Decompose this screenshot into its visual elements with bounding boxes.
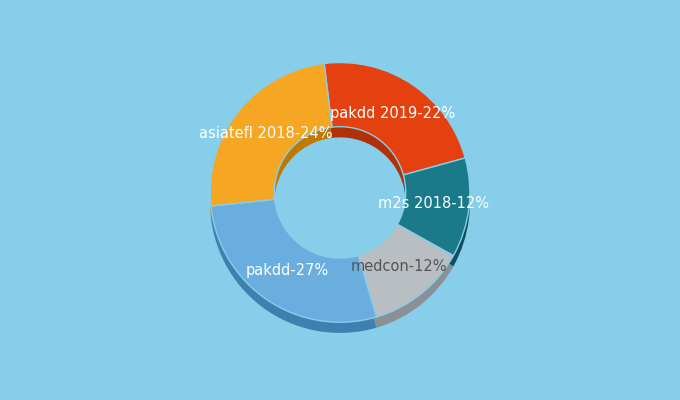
Text: medcon-12%: medcon-12%	[351, 259, 447, 274]
Wedge shape	[358, 224, 454, 317]
Wedge shape	[397, 169, 470, 266]
Wedge shape	[358, 235, 454, 328]
Wedge shape	[211, 210, 377, 333]
Wedge shape	[210, 64, 332, 206]
Text: pakdd-27%: pakdd-27%	[246, 263, 329, 278]
Text: pakdd 2019-22%: pakdd 2019-22%	[330, 106, 455, 122]
Text: m2s 2018-12%: m2s 2018-12%	[378, 196, 489, 211]
Wedge shape	[324, 62, 465, 175]
Text: asiatefl 2018-24%: asiatefl 2018-24%	[199, 126, 333, 141]
Wedge shape	[211, 199, 377, 322]
Wedge shape	[397, 158, 470, 256]
Wedge shape	[210, 74, 332, 217]
Wedge shape	[324, 73, 465, 186]
